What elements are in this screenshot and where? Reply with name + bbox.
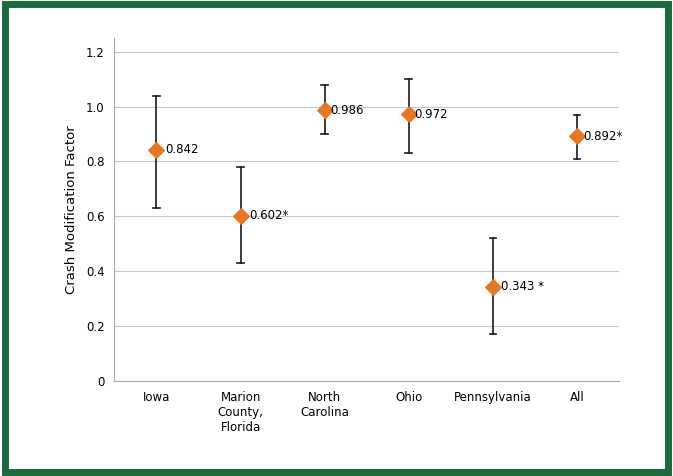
Text: 0.892*: 0.892* xyxy=(583,130,623,143)
Text: 0.972: 0.972 xyxy=(415,108,448,121)
Y-axis label: Crash Modification Factor: Crash Modification Factor xyxy=(65,125,77,294)
Text: 0.343 *: 0.343 * xyxy=(501,280,544,293)
Text: 0.842: 0.842 xyxy=(165,143,199,157)
Text: 0.986: 0.986 xyxy=(330,104,364,117)
Text: 0.602*: 0.602* xyxy=(249,209,289,222)
